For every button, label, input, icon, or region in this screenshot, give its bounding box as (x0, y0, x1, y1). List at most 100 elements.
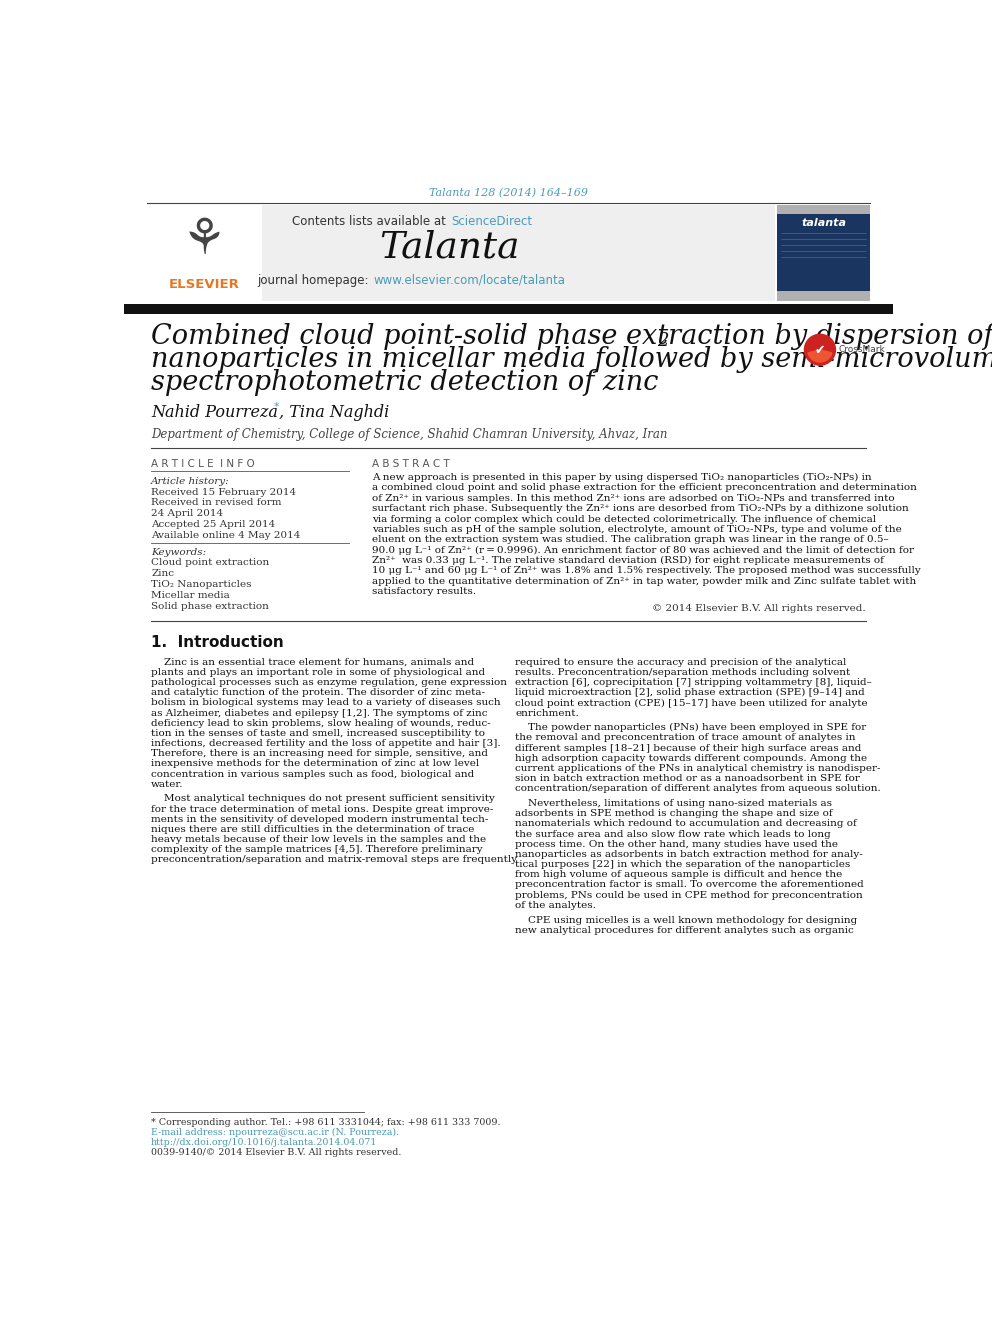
FancyBboxPatch shape (778, 222, 870, 230)
Text: 1.  Introduction: 1. Introduction (151, 635, 284, 650)
Text: enrichment.: enrichment. (516, 709, 579, 717)
Text: spectrophotometric detection of zinc: spectrophotometric detection of zinc (151, 369, 659, 396)
Text: The powder nanoparticles (PNs) have been employed in SPE for: The powder nanoparticles (PNs) have been… (516, 724, 867, 733)
FancyBboxPatch shape (778, 269, 870, 275)
Text: of the analytes.: of the analytes. (516, 901, 596, 910)
Text: 2: 2 (657, 332, 669, 351)
FancyBboxPatch shape (778, 205, 870, 302)
FancyBboxPatch shape (124, 303, 893, 315)
Text: CPE using micelles is a well known methodology for designing: CPE using micelles is a well known metho… (516, 916, 858, 925)
FancyBboxPatch shape (778, 253, 870, 261)
Text: water.: water. (151, 779, 184, 789)
Text: different samples [18–21] because of their high surface areas and: different samples [18–21] because of the… (516, 744, 862, 753)
Text: concentration in various samples such as food, biological and: concentration in various samples such as… (151, 770, 474, 778)
Text: the surface area and also slow flow rate which leads to long: the surface area and also slow flow rate… (516, 830, 831, 839)
Text: ELSEVIER: ELSEVIER (170, 278, 240, 291)
FancyBboxPatch shape (778, 214, 870, 222)
Text: problems, PNs could be used in CPE method for preconcentration: problems, PNs could be used in CPE metho… (516, 890, 863, 900)
Text: and catalytic function of the protein. The disorder of zinc meta-: and catalytic function of the protein. T… (151, 688, 485, 697)
Text: preconcentration/separation and matrix-removal steps are frequently: preconcentration/separation and matrix-r… (151, 856, 517, 864)
Text: the removal and preconcentration of trace amount of analytes in: the removal and preconcentration of trac… (516, 733, 856, 742)
Text: deficiency lead to skin problems, slow healing of wounds, reduc-: deficiency lead to skin problems, slow h… (151, 718, 491, 728)
Text: A B S T R A C T: A B S T R A C T (372, 459, 449, 470)
Text: * Corresponding author. Tel.: +98 611 3331044; fax: +98 611 333 7009.: * Corresponding author. Tel.: +98 611 33… (151, 1118, 501, 1127)
Text: as Alzheimer, diabetes and epilepsy [1,2]. The symptoms of zinc: as Alzheimer, diabetes and epilepsy [1,2… (151, 709, 488, 717)
Text: 10 μg L⁻¹ and 60 μg L⁻¹ of Zn²⁺ was 1.8% and 1.5% respectively. The proposed met: 10 μg L⁻¹ and 60 μg L⁻¹ of Zn²⁺ was 1.8%… (372, 566, 921, 576)
Text: variables such as pH of the sample solution, electrolyte, amount of TiO₂-NPs, ty: variables such as pH of the sample solut… (372, 525, 902, 534)
Text: Keywords:: Keywords: (151, 548, 206, 557)
Text: 90.0 μg L⁻¹ of Zn²⁺ (r = 0.9996). An enrichment factor of 80 was achieved and th: 90.0 μg L⁻¹ of Zn²⁺ (r = 0.9996). An enr… (372, 545, 914, 554)
Text: A R T I C L E  I N F O: A R T I C L E I N F O (151, 459, 255, 470)
Text: high adsorption capacity towards different compounds. Among the: high adsorption capacity towards differe… (516, 754, 867, 763)
Text: *: * (274, 402, 279, 411)
FancyBboxPatch shape (147, 205, 262, 302)
Text: results. Preconcentration/separation methods including solvent: results. Preconcentration/separation met… (516, 668, 850, 677)
Circle shape (805, 335, 835, 365)
Text: Zn²⁺  was 0.33 μg L⁻¹. The relative standard deviation (RSD) for eight replicate: Zn²⁺ was 0.33 μg L⁻¹. The relative stand… (372, 556, 884, 565)
Text: Therefore, there is an increasing need for simple, sensitive, and: Therefore, there is an increasing need f… (151, 749, 488, 758)
Text: nanoparticles as adsorbents in batch extraction method for analy-: nanoparticles as adsorbents in batch ext… (516, 849, 863, 859)
Text: tical purposes [22] in which the separation of the nanoparticles: tical purposes [22] in which the separat… (516, 860, 850, 869)
Text: infections, decreased fertility and the loss of appetite and hair [3].: infections, decreased fertility and the … (151, 740, 501, 747)
Text: current applications of the PNs in analytical chemistry is nanodisper-: current applications of the PNs in analy… (516, 763, 881, 773)
FancyBboxPatch shape (778, 237, 870, 245)
Text: Received 15 February 2014: Received 15 February 2014 (151, 488, 297, 496)
Text: Nahid Pourreza: Nahid Pourreza (151, 404, 278, 421)
Text: talanta: talanta (802, 218, 846, 228)
Text: new analytical procedures for different analytes such as organic: new analytical procedures for different … (516, 926, 854, 934)
Text: niques there are still difficulties in the determination of trace: niques there are still difficulties in t… (151, 826, 474, 833)
Text: , Tina Naghdi: , Tina Naghdi (279, 404, 389, 421)
Text: inexpensive methods for the determination of zinc at low level: inexpensive methods for the determinatio… (151, 759, 479, 769)
Text: Talanta 128 (2014) 164–169: Talanta 128 (2014) 164–169 (429, 188, 588, 198)
Text: TiO₂ Nanoparticles: TiO₂ Nanoparticles (151, 579, 252, 589)
Text: Solid phase extraction: Solid phase extraction (151, 602, 269, 610)
FancyBboxPatch shape (778, 261, 870, 269)
Text: liquid microextraction [2], solid phase extraction (SPE) [9–14] and: liquid microextraction [2], solid phase … (516, 688, 865, 697)
Text: journal homepage:: journal homepage: (257, 274, 372, 287)
Text: concentration/separation of different analytes from aqueous solution.: concentration/separation of different an… (516, 785, 881, 794)
Text: CrossMark: CrossMark (838, 345, 885, 355)
FancyBboxPatch shape (778, 283, 870, 291)
FancyBboxPatch shape (778, 230, 870, 237)
Text: sion in batch extraction method or as a nanoadsorbent in SPE for: sion in batch extraction method or as a … (516, 774, 860, 783)
Text: Talanta: Talanta (379, 229, 520, 266)
Text: Nevertheless, limitations of using nano-sized materials as: Nevertheless, limitations of using nano-… (516, 799, 832, 808)
Text: plants and plays an important role in some of physiological and: plants and plays an important role in so… (151, 668, 485, 677)
Text: ⚘: ⚘ (183, 216, 227, 263)
FancyBboxPatch shape (778, 275, 870, 283)
Text: Cloud point extraction: Cloud point extraction (151, 558, 270, 568)
Text: © 2014 Elsevier B.V. All rights reserved.: © 2014 Elsevier B.V. All rights reserved… (652, 603, 866, 613)
Text: preconcentration factor is small. To overcome the aforementioned: preconcentration factor is small. To ove… (516, 880, 864, 889)
Text: satisfactory results.: satisfactory results. (372, 587, 476, 597)
Text: tion in the senses of taste and smell, increased susceptibility to: tion in the senses of taste and smell, i… (151, 729, 485, 738)
Text: A new approach is presented in this paper by using dispersed TiO₂ nanoparticles : A new approach is presented in this pape… (372, 472, 872, 482)
Text: pathological processes such as enzyme regulation, gene expression: pathological processes such as enzyme re… (151, 679, 507, 687)
Text: eluent on the extraction system was studied. The calibration graph was linear in: eluent on the extraction system was stud… (372, 536, 889, 544)
Text: Zinc is an essential trace element for humans, animals and: Zinc is an essential trace element for h… (151, 658, 474, 667)
Text: Accepted 25 April 2014: Accepted 25 April 2014 (151, 520, 276, 529)
Text: nanoparticles in micellar media followed by semi-microvolume UV–vis: nanoparticles in micellar media followed… (151, 345, 992, 373)
Text: E-mail address: npourreza@scu.ac.ir (N. Pourreza).: E-mail address: npourreza@scu.ac.ir (N. … (151, 1129, 399, 1138)
Text: a combined cloud point and solid phase extraction for the efficient preconcentra: a combined cloud point and solid phase e… (372, 483, 917, 492)
Text: adsorbents in SPE method is changing the shape and size of: adsorbents in SPE method is changing the… (516, 810, 833, 818)
Text: extraction [6], coprecipitation [7] stripping voltammetry [8], liquid–: extraction [6], coprecipitation [7] stri… (516, 679, 872, 687)
Text: of Zn²⁺ in various samples. In this method Zn²⁺ ions are adsorbed on TiO₂-NPs an: of Zn²⁺ in various samples. In this meth… (372, 493, 895, 503)
FancyBboxPatch shape (147, 205, 775, 302)
Text: applied to the quantitative determination of Zn²⁺ in tap water, powder milk and : applied to the quantitative determinatio… (372, 577, 917, 586)
Text: http://dx.doi.org/10.1016/j.talanta.2014.04.071: http://dx.doi.org/10.1016/j.talanta.2014… (151, 1138, 378, 1147)
Text: 24 April 2014: 24 April 2014 (151, 509, 223, 519)
Text: Zinc: Zinc (151, 569, 175, 578)
Text: Department of Chemistry, College of Science, Shahid Chamran University, Ahvaz, I: Department of Chemistry, College of Scie… (151, 429, 668, 442)
Text: Received in revised form: Received in revised form (151, 499, 282, 507)
Text: cloud point extraction (CPE) [15–17] have been utilized for analyte: cloud point extraction (CPE) [15–17] hav… (516, 699, 868, 708)
Text: for the trace determination of metal ions. Despite great improve-: for the trace determination of metal ion… (151, 804, 493, 814)
Text: heavy metals because of their low levels in the samples and the: heavy metals because of their low levels… (151, 835, 486, 844)
Text: ScienceDirect: ScienceDirect (451, 216, 532, 229)
Text: via forming a color complex which could be detected colorimetrically. The influe: via forming a color complex which could … (372, 515, 876, 524)
Text: Most analytical techniques do not present sufficient sensitivity: Most analytical techniques do not presen… (151, 795, 495, 803)
Text: surfactant rich phase. Subsequently the Zn²⁺ ions are desorbed from TiO₂-NPs by : surfactant rich phase. Subsequently the … (372, 504, 909, 513)
FancyBboxPatch shape (778, 214, 870, 291)
Text: Available online 4 May 2014: Available online 4 May 2014 (151, 531, 301, 540)
Text: required to ensure the accuracy and precision of the analytical: required to ensure the accuracy and prec… (516, 658, 847, 667)
Text: from high volume of aqueous sample is difficult and hence the: from high volume of aqueous sample is di… (516, 871, 842, 880)
